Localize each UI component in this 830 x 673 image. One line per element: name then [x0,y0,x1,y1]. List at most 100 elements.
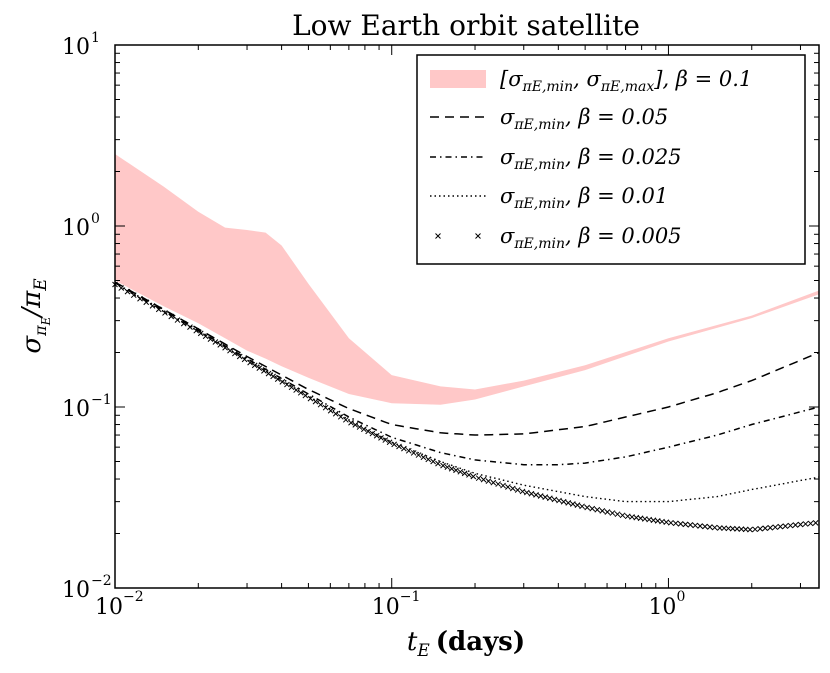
series-point [180,320,187,327]
series-point [490,479,497,486]
series-point [425,456,432,463]
series-point [663,519,670,526]
series-point [505,484,511,490]
series-point [687,522,694,528]
x-tick-label: 10 [95,595,123,620]
series-point [787,522,794,529]
y-tick-exponent: 0 [91,211,100,227]
chart-title: Low Earth orbit satellite [292,9,640,42]
series-point [782,523,789,529]
series-point [297,389,304,396]
series-point [702,523,708,530]
series-point [118,285,125,291]
series-point [274,376,281,382]
series-point [767,524,774,531]
series-point [202,333,209,340]
legend-frame [416,54,806,265]
legend-entry-label: σπE,min, β = 0.005 [500,224,682,252]
series-point [279,378,286,385]
series-point [415,452,422,458]
y-tick-exponent: 1 [91,30,100,46]
series-point [342,416,349,423]
band-area [115,154,819,405]
series-point [551,496,558,503]
series-point [168,313,175,320]
series-point [556,497,562,504]
series-point [802,521,809,527]
x-tick-label: 10 [648,595,676,620]
series-point [523,489,530,496]
legend-swatch-cross [475,233,481,239]
series-point [293,387,299,393]
series-point [470,473,477,480]
series-point [528,490,535,497]
series-point [461,470,468,477]
series-point [797,521,804,528]
series-point [485,478,492,484]
series-point [396,443,402,450]
series-point [777,523,784,530]
series-point [391,441,398,448]
series-point [352,422,359,428]
series-point [241,356,248,363]
series-point [807,520,814,527]
series-point [312,398,319,405]
band-layer [115,154,819,405]
series-cross-markers [112,281,819,533]
x-tick-exponent: 0 [676,589,685,605]
series-point [448,465,455,472]
series-point [130,292,137,299]
series-point [672,520,679,527]
series-point [738,526,745,532]
legend-entry-label: [σπE,min, σπE,max], β = 0.1 [500,67,752,95]
y-tick-exponent: −1 [91,392,112,408]
series-point [222,344,228,351]
series-point [707,524,713,530]
series-point [137,295,143,302]
series-point [365,428,372,435]
series-point [747,526,753,533]
legend-entry-label: σπE,min, β = 0.05 [500,105,668,133]
series-point [361,426,367,433]
y-tick-label: 10 [62,578,90,603]
series-point [247,359,253,366]
x-axis-label-subscript: E [416,641,430,661]
x-axis-label-symbol: t [407,627,418,657]
series-point [410,450,417,456]
series-point [762,525,769,532]
x-tick-exponent: −2 [123,589,144,605]
x-tick-label: 10 [372,595,400,620]
series-point [495,481,502,487]
series-point [193,327,200,334]
series-point [570,501,576,507]
series-point [174,317,181,323]
series-point [734,526,740,532]
series-point [453,467,459,474]
series-point [155,306,162,313]
series-point [692,522,699,529]
series-point [307,395,314,402]
series-point [212,339,219,345]
series-point [812,520,819,526]
x-axis-label: tE (days) [407,627,525,661]
series-point [369,430,376,437]
series-point [716,525,723,531]
series-point [444,464,451,471]
series-point [542,494,549,500]
series-point [604,509,611,515]
series-point [162,310,168,316]
series-point [589,505,596,512]
series-point [251,362,258,369]
series-point [317,401,324,408]
legend-entry-label: σπE,min, β = 0.025 [500,145,682,173]
x-tick-exponent: −1 [400,589,421,605]
series-point [373,432,380,439]
series-point [261,368,267,374]
series-point [682,521,689,528]
series-point [594,506,601,513]
y-tick-label: 10 [62,35,90,60]
series-point [619,512,626,519]
series-point [721,525,727,532]
series-point [677,520,684,527]
series-point [480,476,487,483]
